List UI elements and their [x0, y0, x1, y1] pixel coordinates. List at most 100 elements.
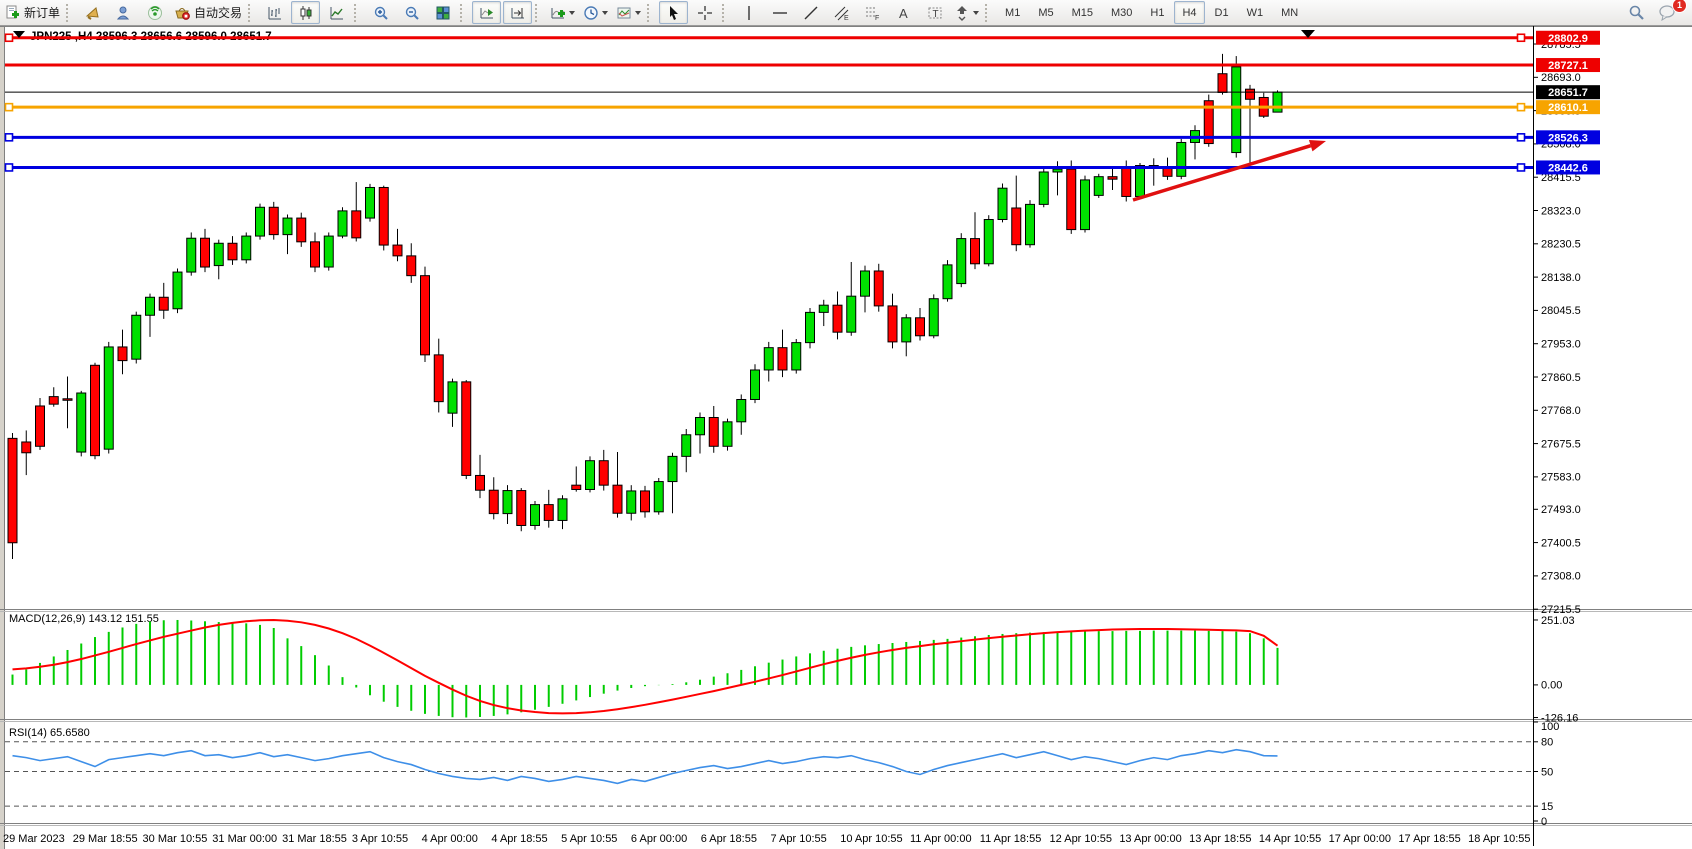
trendline-tool-button[interactable] [796, 1, 825, 24]
price-axis-badge-label: 28442.6 [1548, 162, 1588, 174]
rsi-tick-label: 80 [1541, 737, 1553, 749]
news-button[interactable] [78, 1, 107, 24]
line-handle[interactable] [1516, 102, 1526, 112]
zoom-in-button[interactable] [366, 1, 395, 24]
arrows-tool-button[interactable] [951, 1, 982, 24]
line-handle[interactable] [4, 133, 14, 142]
candle-body [1135, 165, 1145, 197]
bar-chart-mode-button[interactable] [260, 1, 289, 24]
line-handle[interactable] [4, 163, 14, 172]
line-handle[interactable] [4, 33, 14, 43]
candle-body [241, 235, 252, 261]
timeframe-h1-button[interactable]: H1 [1150, 6, 1165, 19]
candle-body [791, 342, 802, 371]
candlestick-icon [300, 5, 312, 20]
candle-body [1038, 171, 1049, 205]
toolbar-grip [722, 3, 731, 22]
auto-scroll-button[interactable] [472, 1, 502, 24]
line-handle[interactable] [1516, 33, 1526, 43]
candle-body [1176, 141, 1187, 177]
candle-body [901, 317, 912, 343]
macd-tick-label: -126.16 [1541, 712, 1578, 724]
fibonacci-tool-button[interactable]: F [858, 1, 887, 24]
template-button[interactable] [613, 1, 644, 24]
candle-body [543, 504, 554, 521]
candle-body [7, 437, 18, 544]
period-button[interactable] [580, 1, 611, 24]
candle-body [103, 346, 114, 450]
vertical-line-tool-button[interactable] [734, 1, 763, 24]
timeframe-d1-button[interactable]: D1 [1214, 6, 1229, 19]
timeframe-m15-button[interactable]: M15 [1071, 6, 1093, 19]
chart-shift-button[interactable] [503, 1, 533, 24]
timeframe-m1-button[interactable]: M1 [1005, 6, 1021, 19]
crosshair-icon [697, 5, 712, 20]
candle-body [447, 381, 458, 414]
search-button[interactable] [1622, 1, 1651, 24]
candle-body [1052, 168, 1063, 173]
new-order-button[interactable]: 新订单 [1, 1, 63, 24]
line-handle[interactable] [1516, 133, 1526, 142]
price-tick-label: 28693.0 [1541, 72, 1581, 84]
price-tick-label: 27675.5 [1541, 438, 1581, 450]
price-tick-label: 27308.0 [1541, 571, 1581, 583]
candle-body [983, 219, 994, 265]
candle-body [612, 484, 623, 514]
timeframe-m5-button[interactable]: M5 [1038, 6, 1054, 19]
add-indicator-button[interactable] [547, 1, 578, 24]
candle-body [750, 369, 760, 400]
horizontal-line-tool-button[interactable] [765, 1, 794, 24]
candle-body [667, 455, 678, 483]
line-handle[interactable] [1516, 163, 1526, 172]
tile-windows-button[interactable] [428, 1, 457, 24]
time-tick-label: 7 Apr 10:55 [770, 833, 826, 845]
profile-button[interactable] [109, 1, 138, 24]
price-tick-label: 27400.5 [1541, 537, 1581, 549]
candle-body [530, 504, 540, 526]
svg-text:A: A [899, 6, 908, 21]
zoom-out-button[interactable] [397, 1, 426, 24]
cursor-tool-button[interactable] [659, 1, 689, 24]
candle-body [997, 187, 1008, 221]
trend-arrow[interactable] [1132, 144, 1312, 202]
arrows-icon [957, 5, 968, 21]
chart-shift-marker[interactable] [1301, 30, 1315, 38]
candle-body [722, 421, 733, 447]
auto-trading-button[interactable]: 自动交易 [171, 1, 245, 24]
candle-body [846, 295, 857, 333]
line-handle[interactable] [4, 102, 14, 112]
crosshair-tool-button[interactable] [690, 1, 719, 24]
window-left-frame [0, 26, 4, 849]
time-tick-label: 30 Mar 10:55 [143, 833, 208, 845]
line-chart-mode-button[interactable] [322, 1, 351, 24]
template-icon [617, 7, 631, 18]
candle-body [296, 217, 307, 243]
price-axis-badge [1536, 58, 1600, 73]
timeframe-m30-button[interactable]: M30 [1111, 6, 1133, 19]
candle-body [777, 347, 788, 371]
candlestick-mode-button[interactable] [291, 1, 321, 24]
new-order-label: 新订单 [24, 6, 61, 20]
price-tick-label: 27583.0 [1541, 472, 1581, 484]
rsi-tick-label: 100 [1541, 721, 1559, 733]
candle-body [21, 441, 32, 454]
zoom-out-icon [405, 6, 419, 20]
price-axis-badge-label: 28526.3 [1548, 132, 1588, 144]
toolbar-grip [248, 3, 257, 22]
broadcast-button[interactable] [140, 1, 169, 24]
candle-body [708, 416, 719, 447]
text-label-tool-button[interactable]: T [920, 1, 949, 24]
tile-windows-icon [436, 6, 450, 19]
timeframe-mn-button[interactable]: MN [1281, 6, 1299, 19]
candle-body [1093, 176, 1104, 196]
time-tick-label: 4 Apr 00:00 [422, 833, 478, 845]
timeframe-w1-button[interactable]: W1 [1246, 6, 1264, 19]
svg-text:E: E [844, 15, 849, 21]
chat-button[interactable]: 1 [1653, 0, 1687, 24]
candle-body [48, 396, 59, 405]
text-tool-button[interactable]: A [889, 1, 918, 24]
channel-tool-button[interactable]: E [827, 1, 856, 24]
timeframe-h4-button[interactable]: H4 [1174, 1, 1205, 24]
candle-body [1231, 66, 1242, 154]
